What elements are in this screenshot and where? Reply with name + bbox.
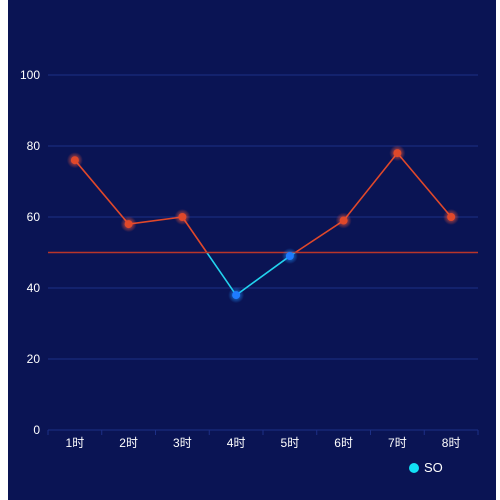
y-tick-label: 0 [33, 423, 40, 437]
series-line-segment [206, 251, 237, 296]
x-tick-label: 7时 [388, 436, 407, 450]
legend-marker-so[interactable] [409, 463, 419, 473]
y-tick-label: 40 [27, 281, 41, 295]
series-line-segment [127, 216, 184, 225]
y-tick-label: 20 [27, 352, 41, 366]
data-point-marker[interactable] [70, 156, 79, 165]
series-line-segment [342, 152, 399, 222]
data-point-marker[interactable] [393, 149, 402, 158]
series-line-segment [235, 255, 291, 296]
x-tick-label: 1时 [66, 436, 85, 450]
x-tick-label: 5时 [281, 436, 300, 450]
y-tick-label: 100 [20, 68, 40, 82]
data-point[interactable] [228, 287, 245, 304]
data-point[interactable] [281, 248, 298, 265]
series-line-segment [294, 219, 345, 254]
x-tick-label: 8时 [442, 436, 461, 450]
data-point-marker[interactable] [339, 216, 348, 225]
data-point-marker[interactable] [285, 252, 294, 261]
x-tick-label: 4时 [227, 436, 246, 450]
data-point-marker[interactable] [178, 213, 187, 221]
legend-label-so[interactable]: SO [424, 460, 443, 475]
data-point-marker[interactable] [124, 220, 133, 229]
x-tick-label: 2时 [119, 436, 138, 450]
data-point[interactable] [389, 145, 406, 162]
data-point[interactable] [120, 216, 137, 233]
legend[interactable]: SO [409, 460, 443, 475]
series-line-segment [74, 159, 130, 225]
data-point-marker[interactable] [447, 213, 456, 221]
chart-panel [8, 0, 496, 500]
y-tick-label: 80 [27, 139, 41, 153]
data-point[interactable] [174, 209, 191, 225]
data-point[interactable] [335, 212, 352, 229]
data-point[interactable] [443, 209, 460, 225]
x-tick-label: 3时 [173, 436, 192, 450]
data-point[interactable] [66, 152, 83, 169]
y-tick-label: 60 [27, 210, 41, 224]
series-line-segment [396, 152, 452, 218]
data-point-marker[interactable] [232, 291, 241, 300]
x-tick-label: 6时 [334, 436, 353, 450]
